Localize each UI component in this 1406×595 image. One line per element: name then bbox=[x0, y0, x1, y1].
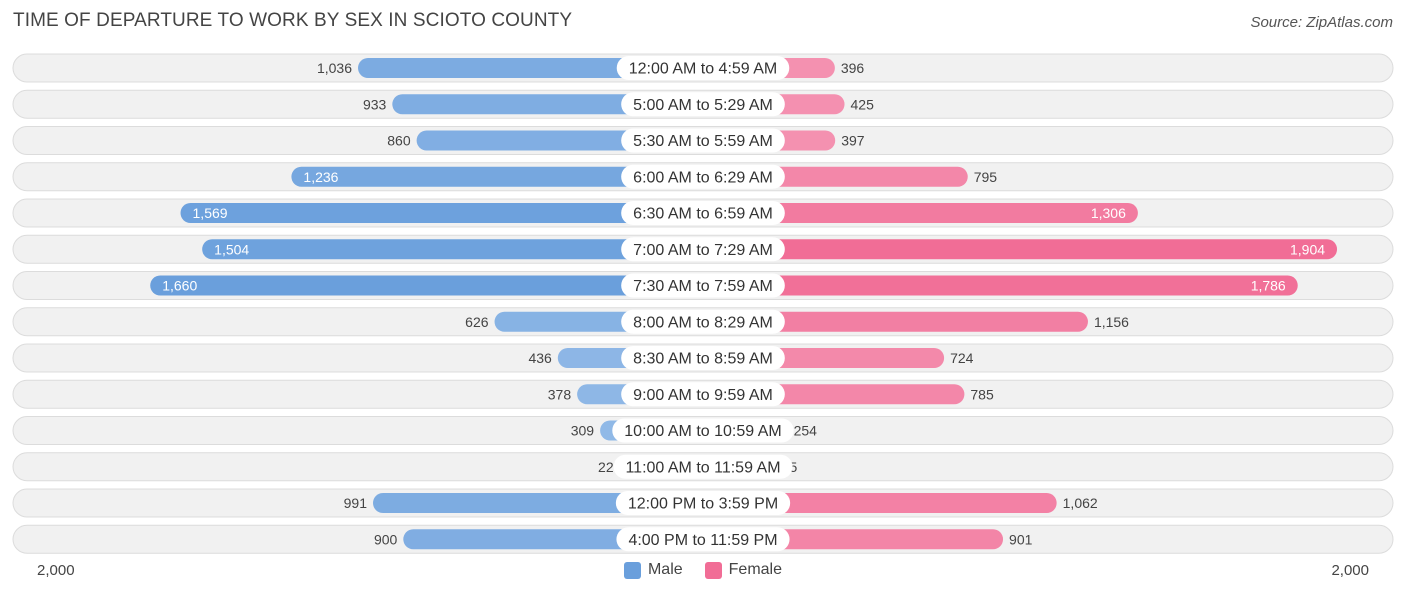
category-label: 10:00 AM to 10:59 AM bbox=[624, 423, 781, 440]
value-label-male: 1,569 bbox=[193, 205, 228, 221]
legend-label-male: Male bbox=[647, 561, 683, 578]
value-label-female: 1,904 bbox=[1290, 241, 1325, 257]
value-label-male: 1,036 bbox=[317, 60, 352, 76]
category-pill bbox=[616, 527, 790, 552]
category-pill bbox=[612, 418, 794, 443]
category-label: 12:00 AM to 4:59 AM bbox=[629, 61, 778, 78]
bar-male bbox=[291, 166, 703, 187]
category-label: 11:00 AM to 11:59 AM bbox=[625, 459, 780, 476]
category-label: 7:30 AM to 7:59 AM bbox=[633, 278, 773, 295]
value-label-male: 1,236 bbox=[303, 169, 338, 185]
chart-title: TIME OF DEPARTURE TO WORK BY SEX IN SCIO… bbox=[13, 10, 573, 31]
legend-label-female: Female bbox=[728, 561, 783, 578]
value-label-female: 901 bbox=[1009, 531, 1033, 547]
value-label-female: 1,062 bbox=[1063, 495, 1098, 511]
category-pill bbox=[615, 491, 791, 515]
category-pill bbox=[621, 346, 785, 370]
category-pill bbox=[621, 309, 785, 334]
category-pill bbox=[621, 382, 785, 407]
bar-female bbox=[703, 311, 1088, 332]
category-pill bbox=[621, 92, 785, 117]
value-label-male: 933 bbox=[363, 96, 387, 112]
category-pill bbox=[621, 164, 785, 189]
category-pill bbox=[621, 273, 785, 298]
category-label: 5:00 AM to 5:29 AM bbox=[633, 97, 773, 114]
value-label-male: 1,504 bbox=[214, 241, 249, 257]
value-label-female: 396 bbox=[841, 60, 865, 76]
value-label-male: 378 bbox=[548, 386, 572, 402]
value-label-female: 397 bbox=[841, 133, 865, 149]
value-label-male: 626 bbox=[465, 314, 489, 330]
value-label-male: 1,660 bbox=[162, 278, 197, 294]
legend-item-female[interactable]: Female bbox=[704, 561, 783, 579]
category-label: 6:30 AM to 6:59 AM bbox=[633, 206, 773, 223]
category-label: 6:00 AM to 6:29 AM bbox=[633, 169, 773, 186]
value-label-male: 860 bbox=[387, 133, 411, 149]
source-label: Source: ZipAtlas.com bbox=[1250, 14, 1393, 31]
bar-male bbox=[202, 239, 703, 260]
value-label-female: 254 bbox=[794, 423, 818, 439]
axis-right-label: 2,000 bbox=[1331, 562, 1369, 579]
bar-male bbox=[358, 58, 703, 78]
value-label-female: 1,156 bbox=[1094, 314, 1129, 330]
legend-item-male[interactable]: Male bbox=[623, 561, 683, 579]
value-label-male: 436 bbox=[528, 350, 552, 366]
legend-swatch-male bbox=[623, 561, 641, 579]
category-pill bbox=[616, 56, 790, 80]
value-label-female: 724 bbox=[950, 350, 974, 366]
bar-female bbox=[703, 203, 1138, 223]
legend-swatch-female bbox=[704, 561, 722, 579]
value-label-female: 1,306 bbox=[1091, 205, 1126, 221]
category-pill bbox=[621, 128, 785, 153]
value-label-female: 425 bbox=[851, 96, 875, 112]
category-pill bbox=[613, 454, 793, 479]
category-label: 9:00 AM to 9:59 AM bbox=[633, 387, 773, 404]
category-label: 8:00 AM to 8:29 AM bbox=[633, 314, 773, 331]
category-label: 8:30 AM to 8:59 AM bbox=[633, 351, 773, 368]
bar-male bbox=[180, 203, 703, 223]
category-pill bbox=[621, 201, 785, 225]
category-label: 12:00 PM to 3:59 PM bbox=[628, 496, 778, 513]
category-label: 5:30 AM to 5:59 AM bbox=[633, 133, 773, 150]
value-label-male: 991 bbox=[344, 495, 368, 511]
category-label: 4:00 PM to 11:59 PM bbox=[628, 532, 777, 549]
category-pill bbox=[621, 237, 785, 262]
bar-female bbox=[703, 239, 1338, 260]
legend: Male Female bbox=[0, 561, 1406, 579]
value-label-male: 309 bbox=[571, 423, 595, 439]
value-label-male: 900 bbox=[374, 531, 398, 547]
value-label-female: 785 bbox=[970, 386, 994, 402]
value-label-female: 1,786 bbox=[1251, 278, 1286, 294]
category-label: 7:00 AM to 7:29 AM bbox=[633, 242, 773, 259]
bar-male bbox=[150, 275, 704, 296]
bar-female bbox=[703, 493, 1057, 513]
axis-left-label: 2,000 bbox=[37, 562, 75, 579]
value-label-female: 795 bbox=[974, 169, 998, 185]
bar-female bbox=[703, 275, 1298, 296]
